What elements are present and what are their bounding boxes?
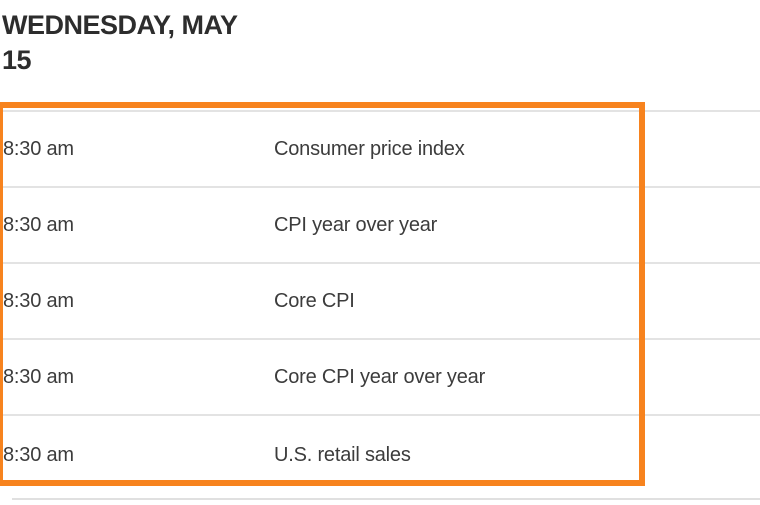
event-time: 8:30 am xyxy=(3,137,74,160)
calendar-row: 8:30 am Core CPI xyxy=(0,264,760,340)
event-name: U.S. retail sales xyxy=(274,443,411,466)
day-header: WEDNESDAY, MAY 15 xyxy=(2,10,238,75)
event-time: 8:30 am xyxy=(3,213,74,236)
event-time: 8:30 am xyxy=(3,365,74,388)
calendar-table: 8:30 am Consumer price index 8:30 am CPI… xyxy=(0,110,760,494)
calendar-row: 8:30 am Consumer price index xyxy=(0,112,760,188)
calendar-row: 8:30 am CPI year over year xyxy=(0,188,760,264)
calendar-row: 8:30 am Core CPI year over year xyxy=(0,340,760,416)
event-name: Core CPI xyxy=(274,289,355,312)
event-name: Core CPI year over year xyxy=(274,365,486,388)
event-name: CPI year over year xyxy=(274,213,438,236)
calendar-row: 8:30 am U.S. retail sales xyxy=(0,416,760,494)
event-time: 8:30 am xyxy=(3,443,74,466)
event-time: 8:30 am xyxy=(3,289,74,312)
section-divider xyxy=(12,498,760,500)
event-name: Consumer price index xyxy=(274,137,465,160)
